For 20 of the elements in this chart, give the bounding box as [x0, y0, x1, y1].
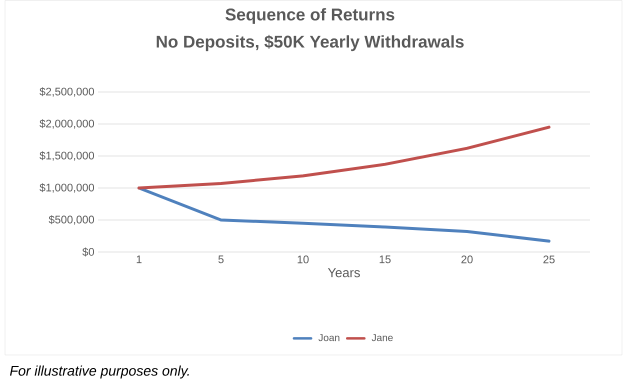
y-tick-label: $1,000,000 — [40, 183, 94, 193]
line-series — [138, 126, 550, 190]
x-tick-label: 25 — [543, 256, 555, 264]
y-tick-label: $1,500,000 — [40, 151, 94, 161]
x-tick-label: 10 — [298, 256, 309, 264]
x-axis-title: Years — [328, 268, 360, 278]
chart-subtitle: No Deposits, $50K Yearly Withdrawals — [156, 34, 464, 52]
line-series — [138, 186, 550, 243]
x-tick-label: 20 — [461, 256, 473, 264]
text: For illustrative purposes only. — [10, 365, 189, 379]
y-tick-label: $500,000 — [48, 215, 94, 225]
legend-label: Joan — [318, 334, 340, 342]
x-tick-label: 15 — [380, 256, 391, 264]
legend-label: Jane — [372, 334, 393, 342]
x-tick-label: 1 — [136, 256, 142, 264]
y-tick-label: $2,500,000 — [40, 87, 94, 97]
y-tick-label: $0 — [82, 248, 94, 256]
x-tick-label: 5 — [218, 256, 224, 264]
y-tick-label: $2,000,000 — [40, 119, 94, 129]
chart-title: Sequence of Returns — [225, 8, 394, 24]
